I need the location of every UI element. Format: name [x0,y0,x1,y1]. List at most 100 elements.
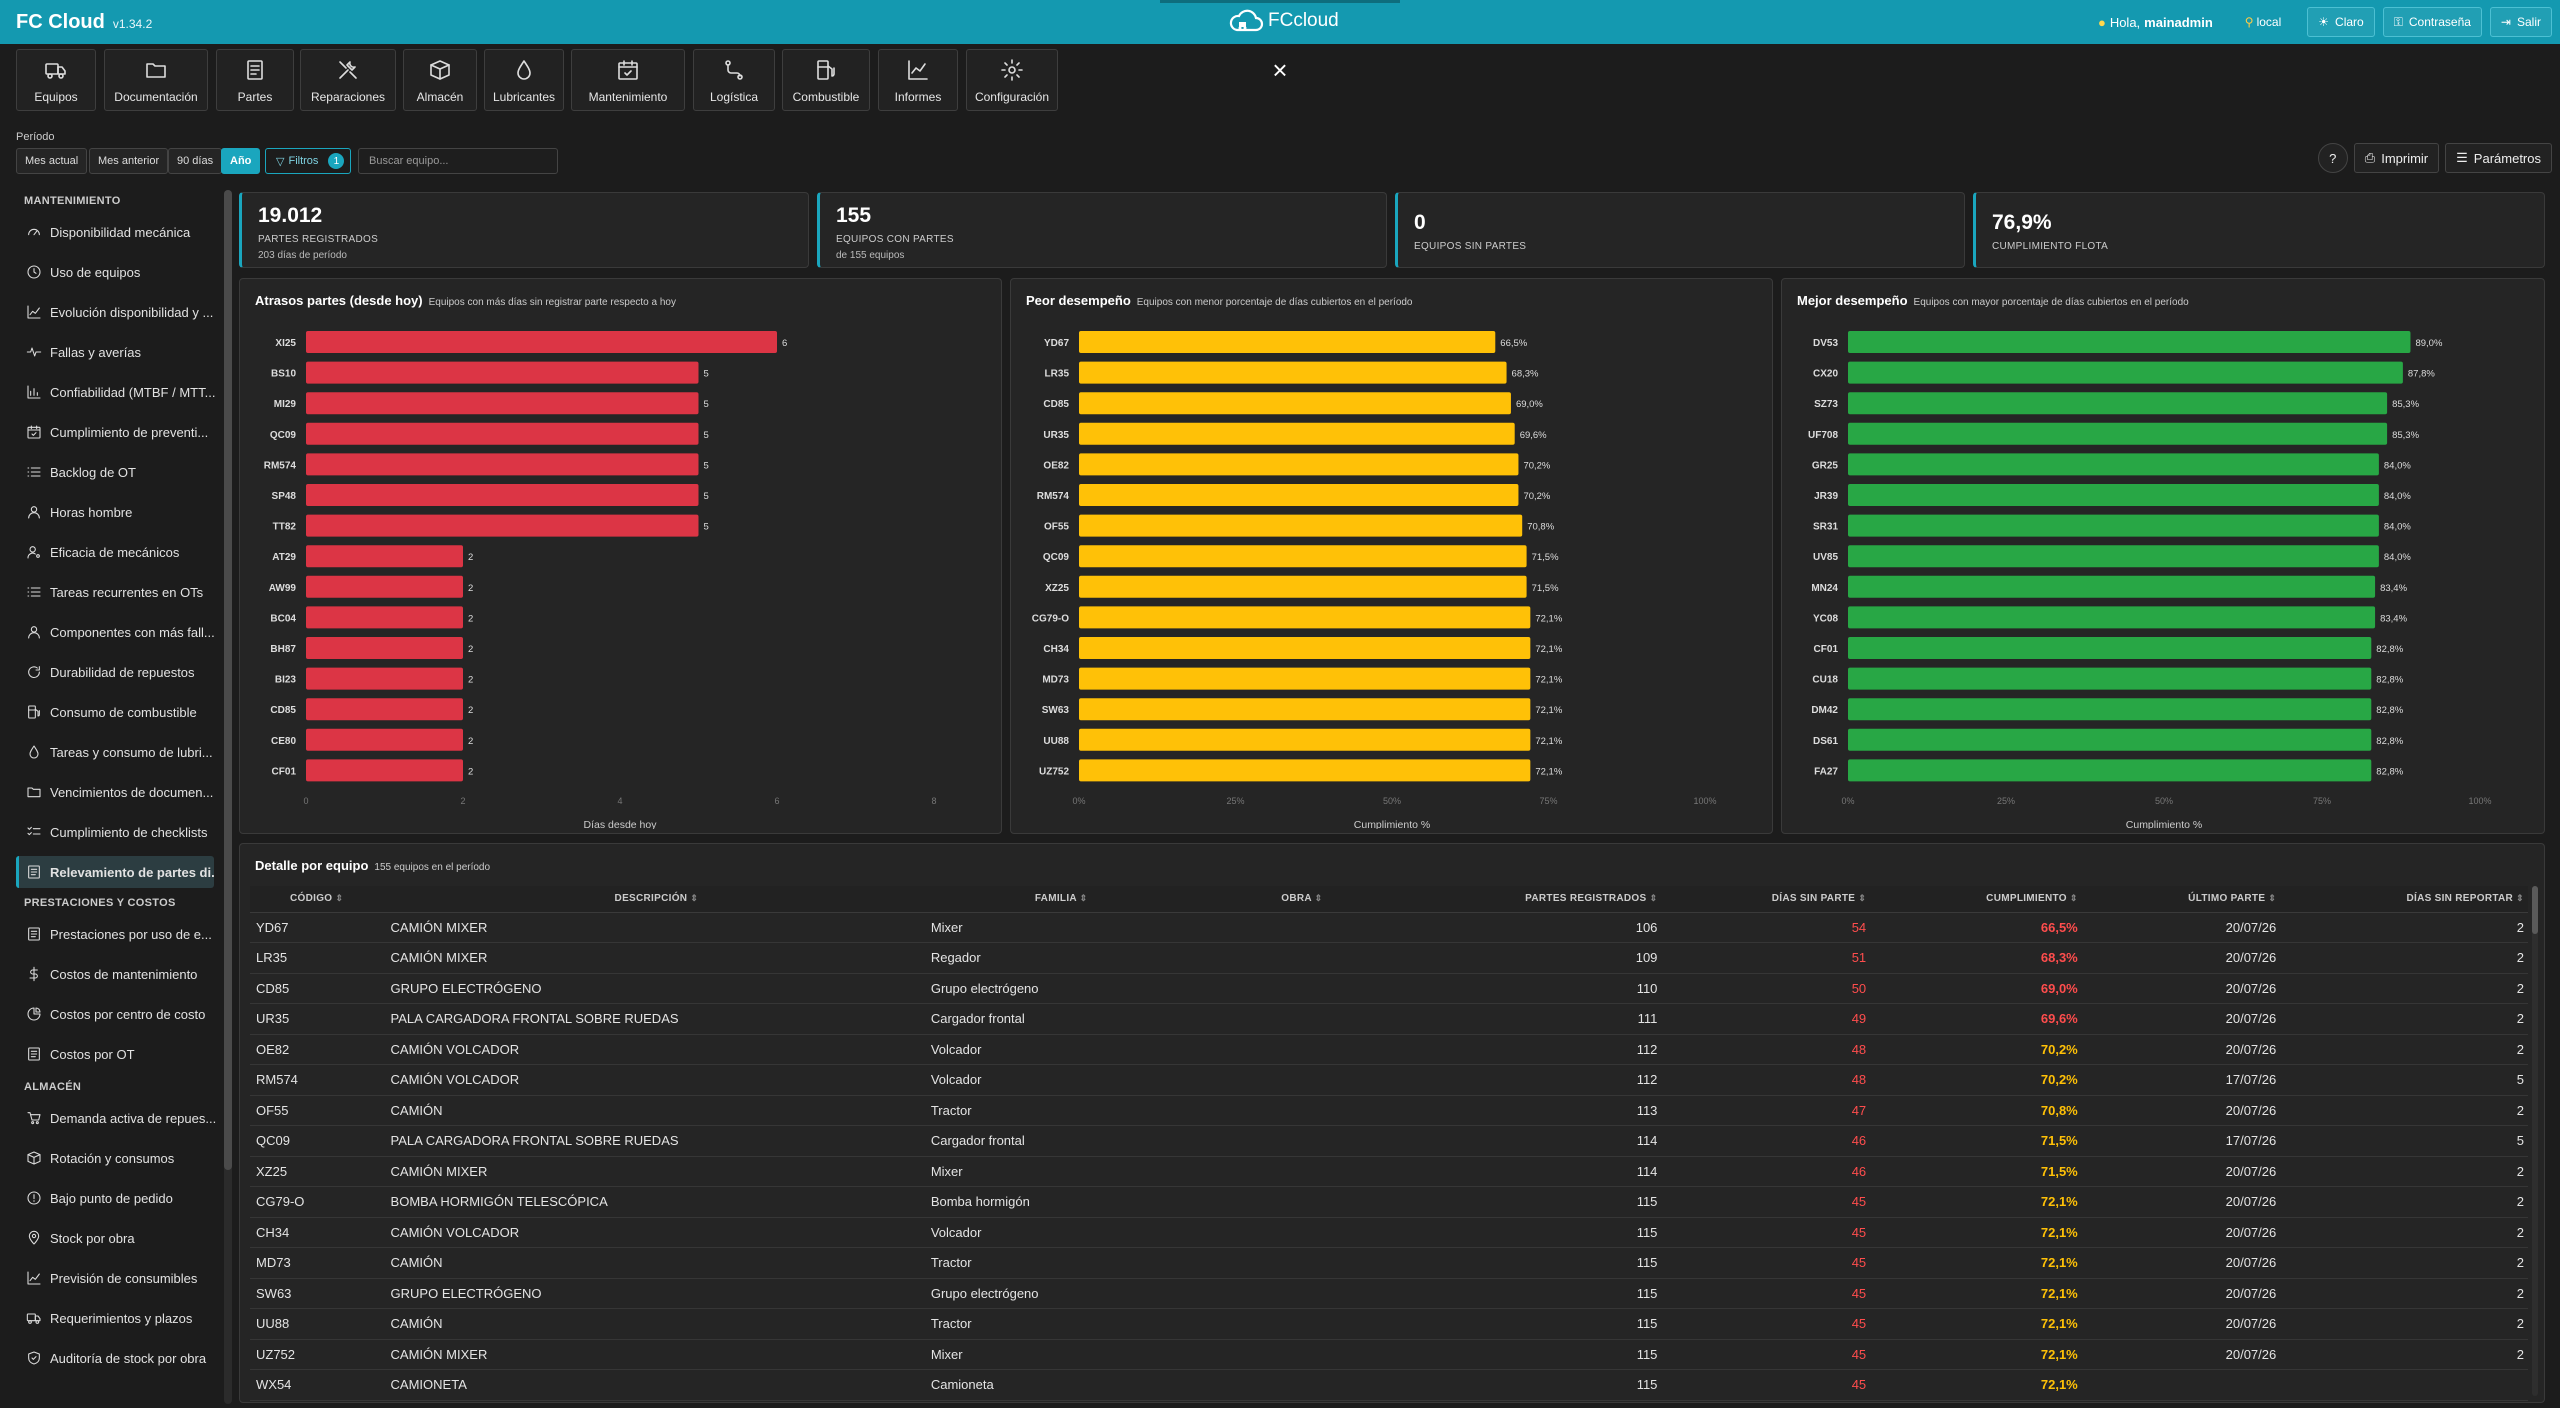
bar[interactable] [1848,728,2372,751]
bar[interactable] [306,759,463,782]
print-button[interactable]: ⎙ Imprimir [2353,143,2440,173]
bar[interactable] [1079,759,1531,782]
bar[interactable] [1079,575,1527,598]
sidebar-item[interactable]: Rotación y consumos [0,1138,226,1178]
bar[interactable] [1848,361,2403,384]
sidebar-item[interactable]: Componentes con más fall... [0,612,226,652]
filters-button[interactable]: ▽ Filtros 1 [265,148,351,174]
bar[interactable] [306,545,463,568]
module-partes-button[interactable]: Partes [216,49,294,111]
sidebar-item[interactable]: Demanda activa de repues... [0,1098,226,1138]
bar[interactable] [1848,759,2372,782]
column-header[interactable]: CUMPLIMIENTO ⇕ [1870,886,2082,913]
bar[interactable] [306,698,463,721]
module-documentacion-button[interactable]: Documentación [104,49,208,111]
sidebar-item[interactable]: Previsión de consumibles [0,1258,226,1298]
column-header[interactable]: DESCRIPCIÓN ⇕ [384,886,925,913]
column-header[interactable]: PARTES REGISTRADOS ⇕ [1421,886,1662,913]
module-almacen-button[interactable]: Almacén [403,49,477,111]
table-row[interactable]: OF55 CAMIÓN Tractor 113 47 70,8% 20/07/26 2 [250,1095,2528,1126]
bar[interactable] [306,575,463,598]
bar[interactable] [306,422,699,445]
table-row[interactable]: CD85 GRUPO ELECTRÓGENO Grupo electrógeno 11… [250,973,2528,1004]
close-icon[interactable]: × [1272,55,1288,85]
bar[interactable] [1079,698,1531,721]
module-configuracion-button[interactable]: Configuración [966,49,1058,111]
bar[interactable] [1848,392,2388,415]
sidebar-item[interactable]: Costos por OT [0,1034,226,1074]
module-informes-button[interactable]: Informes [878,49,958,111]
sidebar-item[interactable]: Consumo de combustible [0,692,226,732]
sidebar-item[interactable]: Uso de equipos [0,252,226,292]
sidebar-item[interactable]: Stock por obra [0,1218,226,1258]
table-row[interactable]: OE82 CAMIÓN VOLCADOR Volcador 112 48 70,2% 20/… [250,1034,2528,1065]
sidebar-item[interactable]: Costos de mantenimiento [0,954,226,994]
bar[interactable] [1848,545,2379,568]
sidebar-item[interactable]: Costos por centro de costo [0,994,226,1034]
bar[interactable] [1079,392,1511,415]
bar[interactable] [1079,484,1519,506]
table-row[interactable]: RM574 CAMIÓN VOLCADOR Volcador 112 48 70,2% 17… [250,1064,2528,1096]
module-reparaciones-button[interactable]: Reparaciones [300,49,396,111]
sidebar-item[interactable]: Evolución disponibilidad y ... [0,292,226,332]
bar[interactable] [306,728,463,751]
table-scrollbar[interactable] [2532,886,2538,1396]
bar[interactable] [1079,637,1531,659]
table-row[interactable]: XZ25 CAMIÓN MIXER Mixer 114 46 71,5% 20/07/26 2 [250,1156,2528,1187]
sidebar-item[interactable]: Requerimientos y plazos [0,1298,226,1338]
bar[interactable] [306,484,699,506]
module-lubricantes-button[interactable]: Lubricantes [484,49,564,111]
table-row[interactable]: UZ752 CAMIÓN MIXER Mixer 115 45 72,1% 20/07/26… [250,1339,2528,1370]
bar[interactable] [1079,667,1531,690]
sidebar-item[interactable]: Backlog de OT [0,452,226,492]
column-header[interactable]: CÓDIGO ⇕ [250,886,385,913]
bar[interactable] [1079,514,1523,537]
sidebar-item[interactable]: Bajo punto de pedido [0,1178,226,1218]
column-header[interactable]: FAMILIA ⇕ [924,886,1222,913]
table-row[interactable]: CH34 CAMIÓN VOLCADOR Volcador 115 45 72,1% 20/… [250,1217,2528,1248]
table-row[interactable]: LR35 CAMIÓN MIXER Regador 109 51 68,3% 20/07/2… [250,942,2528,974]
help-button[interactable]: ? [2317,143,2348,173]
column-header[interactable]: DÍAS SIN REPORTAR ⇕ [2280,886,2528,913]
sidebar-item[interactable]: Relevamiento de partes di... [16,856,214,888]
sidebar-item[interactable]: Tareas recurrentes en OTs [0,572,226,612]
bar[interactable] [1848,606,2376,629]
bar[interactable] [1848,667,2372,690]
sidebar-item[interactable]: Horas hombre [0,492,226,532]
bar[interactable] [306,606,463,629]
sidebar-item[interactable]: Fallas y averías [0,332,226,372]
module-logistica-button[interactable]: Logística [693,49,775,111]
bar[interactable] [1079,422,1515,445]
sidebar-item[interactable]: Durabilidad de repuestos [0,652,226,692]
table-row[interactable]: MD73 CAMIÓN Tractor 115 45 72,1% 20/07/26 2 [250,1247,2528,1279]
bar[interactable] [1079,361,1507,384]
theme-button[interactable]: ☀ Claro [2307,7,2375,37]
sidebar-item[interactable]: Tareas y consumo de lubri... [0,732,226,772]
app-brand[interactable]: FC Cloud v1.34.2 [16,0,152,44]
sidebar-item[interactable]: Cumplimiento de checklists [0,812,226,852]
bar[interactable] [306,331,777,353]
logout-button[interactable]: ⇥ Salir [2489,7,2552,37]
table-row[interactable]: YD67 CAMIÓN MIXER Mixer 106 54 66,5% 20/07/26 2 [250,912,2528,943]
bar[interactable] [1079,606,1531,629]
sidebar-item[interactable]: Confiabilidad (MTBF / MTT... [0,372,226,412]
column-header[interactable]: ÚLTIMO PARTE ⇕ [2081,886,2281,913]
sidebar-item[interactable]: Auditoría de stock por obra [0,1338,226,1378]
period-previous-month[interactable]: Mes anterior [89,148,169,174]
period-90-days[interactable]: 90 días [168,148,223,174]
parameters-button[interactable]: ☰ Parámetros [2445,143,2552,173]
period-year[interactable]: Año [221,148,261,174]
column-header[interactable]: DÍAS SIN PARTE ⇕ [1661,886,1871,913]
search-input[interactable] [358,148,558,174]
password-button[interactable]: ⚿ Contraseña [2382,7,2482,37]
table-row[interactable]: SW63 GRUPO ELECTRÓGENO Grupo electrógeno 11… [250,1278,2528,1309]
bar[interactable] [306,453,699,476]
bar[interactable] [1848,637,2372,659]
bar[interactable] [1848,453,2379,476]
sidebar-item[interactable]: Prestaciones por uso de e... [0,914,226,954]
module-mantenimiento-button[interactable]: Mantenimiento [571,49,685,111]
bar[interactable] [1848,575,2376,598]
sidebar-item[interactable]: Disponibilidad mecánica [0,212,226,252]
column-header[interactable]: OBRA ⇕ [1221,886,1422,913]
bar[interactable] [1848,484,2379,506]
